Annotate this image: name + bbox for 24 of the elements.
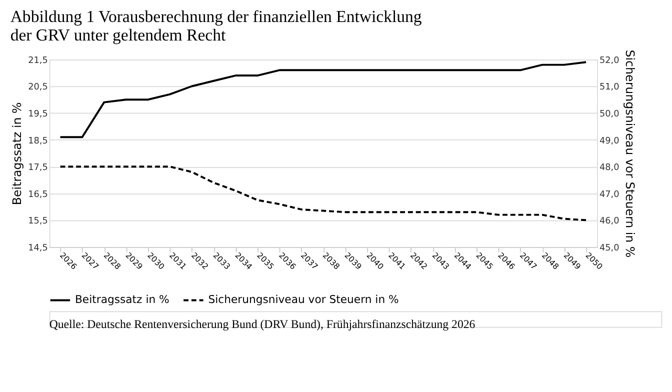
- y2-tick-label: 45,0: [599, 243, 620, 254]
- y2-tick-label: 52,0: [599, 56, 620, 66]
- y-tick-label: 15,5: [28, 216, 48, 227]
- chart-title: Abbildung 1 Vorausberechnung der finanziellen Entwicklung der GRV unter geltendem Recht: [10, 6, 422, 45]
- y-tick-label: 16,5: [28, 190, 48, 200]
- y-tick-label: 14,5: [28, 243, 48, 254]
- y-axis-title: Beitragssatz in %: [10, 102, 24, 206]
- y2-tick-label: 50,0: [599, 109, 620, 120]
- y2-tick-label: 48,0: [599, 163, 620, 174]
- y-tick-label: 19,5: [28, 109, 48, 120]
- y-tick-label: 20,5: [28, 82, 48, 93]
- y2-axis-title: Sicherungsniveau vor Steuern in %: [623, 50, 638, 258]
- y2-tick-label: 46,0: [599, 216, 620, 227]
- source-note: Quelle: Deutsche Rentenversicherung Bund (DRV Bund), Frühjahrsfinanzschätzung 2026: [49, 316, 476, 331]
- y2-tick-label: 47,0: [599, 190, 620, 200]
- legend-label: Beitragssatz in %: [74, 293, 170, 306]
- line-series: [59, 61, 588, 138]
- y2-tick-label: 51,0: [599, 82, 620, 93]
- y-tick-label: 21,5: [28, 56, 48, 66]
- y-tick-label: 18,5: [28, 136, 48, 146]
- y-tick-label: 17,5: [28, 163, 48, 174]
- y2-tick-label: 49,0: [599, 136, 620, 146]
- line-series: [59, 166, 588, 222]
- legend-label: Sicherungsniveau vor Steuern in %: [208, 293, 399, 306]
